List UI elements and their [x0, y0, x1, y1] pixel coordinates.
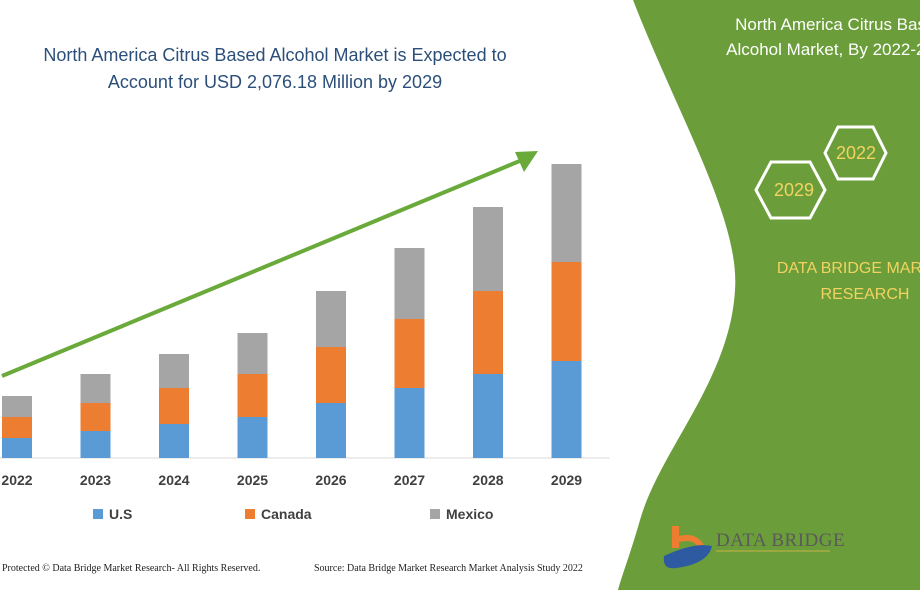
- logo-icon: [663, 526, 712, 569]
- trend-arrow-head: [515, 151, 538, 172]
- bar-mexico-2024: [159, 354, 189, 388]
- bar-mexico-2023: [80, 374, 111, 403]
- bar-canada-2025: [237, 374, 268, 417]
- x-tick-label: 2022: [1, 472, 33, 488]
- green-panel: [618, 0, 920, 590]
- chart-title: North America Citrus Based Alcohol Marke…: [43, 45, 507, 92]
- x-tick-label: 2024: [158, 472, 190, 488]
- x-tick-label: 2027: [393, 472, 426, 488]
- legend-us: U.S: [93, 506, 132, 522]
- bar-canada-2024: [159, 388, 189, 424]
- bar-us-2023: [80, 431, 111, 458]
- legend-canada: Canada: [245, 506, 312, 522]
- hex-year-2022: 2022: [836, 143, 877, 163]
- copyright: Protected © Data Bridge Market Research-…: [2, 563, 261, 574]
- x-tick-label: 2026: [315, 472, 347, 488]
- legend-mexico: Mexico: [430, 506, 493, 522]
- bar-canada-2027: [394, 319, 425, 388]
- x-tick-label: 2028: [472, 472, 504, 488]
- bar-canada-2028: [473, 291, 503, 374]
- brand-text: DATA BRIDGE MARKETRESEARCH: [776, 260, 920, 303]
- trend-arrow: [1, 158, 523, 378]
- legend-swatch-us: [93, 509, 103, 519]
- logo-text: DATA BRIDGE: [716, 530, 846, 551]
- bar-us-2028: [473, 374, 503, 458]
- source: Source: Data Bridge Market Research Mark…: [314, 563, 583, 574]
- bar-mexico-2027: [394, 248, 425, 319]
- bar-us-2025: [237, 417, 268, 458]
- hexagon-2029: [754, 160, 827, 220]
- x-tick-label: 2025: [236, 472, 269, 488]
- bar-mexico-2022: [2, 396, 32, 417]
- bar-mexico-2029: [551, 164, 582, 262]
- bar-us-2027: [394, 388, 425, 458]
- bar-canada-2022: [2, 417, 32, 438]
- bar-us-2026: [316, 403, 346, 458]
- x-tick-label: 2029: [550, 472, 583, 488]
- x-tick-label: 2023: [79, 472, 112, 488]
- bar-mexico-2026: [316, 291, 346, 347]
- bar-mexico-2025: [237, 333, 268, 374]
- hexagon-2022: [823, 125, 888, 181]
- bar-mexico-2028: [473, 207, 503, 291]
- legend-swatch-canada: [245, 509, 255, 519]
- bar-us-2024: [159, 424, 189, 458]
- bar-us-2022: [2, 438, 32, 458]
- legend-swatch-mexico: [430, 509, 440, 519]
- bar-us-2029: [551, 361, 582, 458]
- bar-canada-2029: [551, 262, 582, 361]
- hex-year-2029: 2029: [774, 180, 815, 200]
- bar-canada-2026: [316, 347, 346, 403]
- bar-canada-2023: [80, 403, 111, 431]
